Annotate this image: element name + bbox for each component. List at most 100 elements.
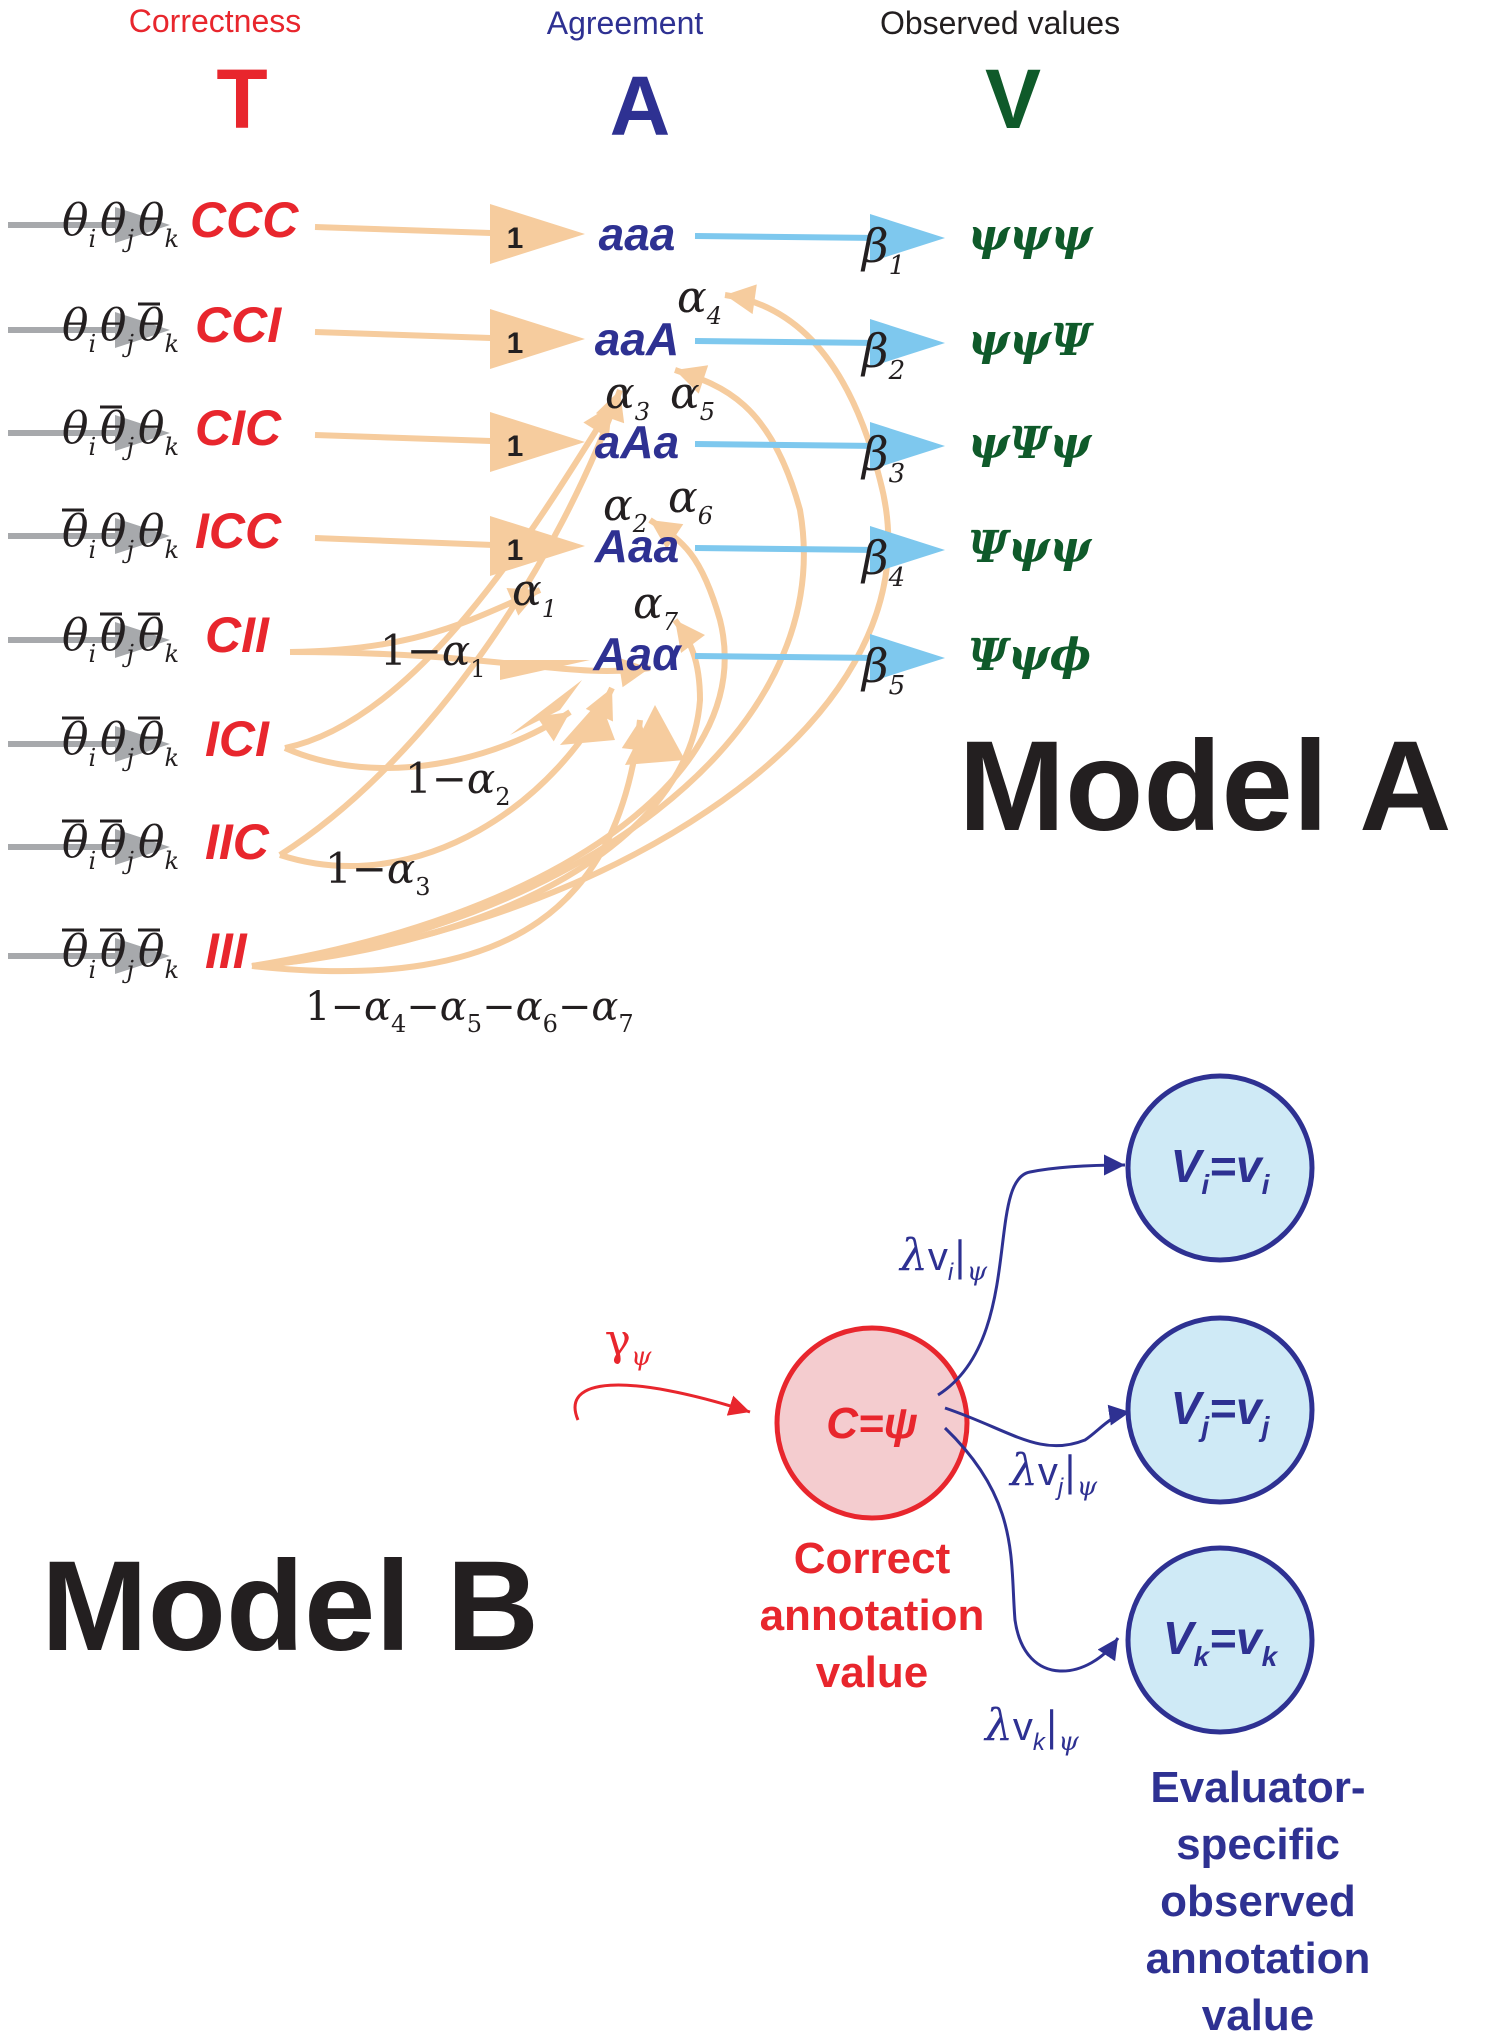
correctness-code: III bbox=[205, 923, 248, 979]
theta-product: θiθjθk bbox=[62, 506, 179, 564]
evaluator-node-i: Vi=vi bbox=[1125, 1073, 1315, 1263]
curve-iii-alpha5 bbox=[251, 365, 807, 969]
agreement-state: aAa bbox=[595, 416, 679, 468]
beta-arrowhead bbox=[870, 319, 945, 367]
direct-arrowhead bbox=[490, 412, 585, 472]
alpha-labels: α1 α2 α3 α4 α5 α6 α7 1−α1 1−α2 1−α3 1−α4−α5−α6−α7 bbox=[305, 272, 722, 1038]
curve-ici-alpha2 bbox=[284, 403, 615, 751]
evaluator-node-circle bbox=[1125, 1073, 1315, 1263]
alpha-connector-curves bbox=[251, 284, 892, 975]
theta-product: θiθjθk bbox=[62, 714, 179, 772]
row-icc: θiθjθk ICC 1 bbox=[8, 503, 585, 576]
direct-arrow bbox=[314, 432, 521, 445]
correctness-code: CIC bbox=[195, 400, 282, 456]
beta-arrow bbox=[694, 545, 881, 553]
one-minus-alpha-3-label: 1−α3 bbox=[325, 844, 431, 901]
evaluator-node-label: Vj=vj bbox=[1171, 1382, 1271, 1442]
direct-arrow bbox=[314, 535, 521, 549]
agreement-state: aaa bbox=[599, 208, 676, 260]
model-a-label: Model A bbox=[959, 715, 1452, 858]
evaluator-caption-line: Evaluator- bbox=[1150, 1763, 1365, 1812]
theta-product: θiθjθk bbox=[62, 300, 179, 358]
evaluator-nodes: Vi=vi Vj=vj Vk=vk bbox=[1125, 1073, 1315, 1735]
evaluator-caption: Evaluator-specific observed annotation valu… bbox=[1146, 1763, 1371, 2040]
observed-state: ψψΨ bbox=[968, 315, 1095, 366]
evaluator-node-circle bbox=[1125, 1545, 1315, 1735]
beta-label: β5 bbox=[860, 639, 905, 701]
agreement-state: aaA bbox=[595, 313, 679, 365]
alpha-5-label: α5 bbox=[670, 368, 715, 426]
observed-column: β1 ψψψ β2 ψψΨ β3 ψΨψ β4 Ψψψ β5 Ψψϕ bbox=[694, 210, 1095, 701]
row-cci: θiθjθk CCI 1 bbox=[8, 297, 585, 369]
observed-state: Ψψψ bbox=[968, 522, 1093, 573]
alpha-4-label: α4 bbox=[677, 272, 722, 330]
evaluator-caption-line: observed bbox=[1160, 1877, 1356, 1926]
beta-label: β3 bbox=[860, 427, 905, 489]
theta-product: θiθjθk bbox=[62, 195, 179, 253]
curve-iic-alpha3 bbox=[278, 389, 625, 858]
one-minus-alpha-1-label: 1−α1 bbox=[380, 626, 486, 683]
theta-product: θiθjθk bbox=[62, 817, 179, 875]
beta-arrow bbox=[694, 338, 881, 346]
correct-caption-line: Correct bbox=[794, 1534, 951, 1583]
beta-arrowhead bbox=[870, 422, 945, 470]
gamma-label: γψ bbox=[605, 1315, 652, 1372]
alpha-2-label: α2 bbox=[603, 480, 648, 538]
lambda-edge-j bbox=[944, 1404, 1131, 1448]
header-t-caption: Correctness bbox=[129, 3, 302, 39]
direct-arrowhead bbox=[490, 516, 585, 576]
gamma-arrow bbox=[573, 1383, 751, 1421]
correct-value-node-label: C=ψ bbox=[826, 1399, 917, 1448]
beta-arrow bbox=[694, 653, 881, 661]
lambda-label-j: λvj|ψ bbox=[1008, 1445, 1098, 1502]
evaluator-caption-line: value bbox=[1202, 1991, 1315, 2040]
probability-one-label: 1 bbox=[507, 327, 524, 360]
theta-arrowhead bbox=[115, 938, 170, 974]
alpha-6-label: α6 bbox=[668, 472, 713, 530]
agreement-state: Aaα bbox=[592, 628, 683, 680]
correct-caption-line: value bbox=[816, 1648, 929, 1697]
evaluator-caption-line: annotation bbox=[1146, 1934, 1371, 1983]
lambda-labels: λvi|ψ λvj|ψ λvk|ψ bbox=[898, 1230, 1098, 1757]
arrowhead-aaalpha-2 bbox=[560, 700, 615, 745]
theta-product: θiθjθk bbox=[62, 926, 179, 984]
correct-value-caption: Correct annotation value bbox=[760, 1534, 985, 1697]
probability-one-label: 1 bbox=[507, 222, 524, 255]
alpha-3-label: α3 bbox=[605, 368, 650, 426]
correctness-code: CCC bbox=[190, 192, 299, 248]
lambda-edge-k bbox=[943, 1426, 1120, 1673]
evaluator-caption-line: specific bbox=[1176, 1820, 1340, 1869]
alpha-7-label: α7 bbox=[633, 578, 679, 636]
curve-iii-remainder bbox=[251, 719, 652, 975]
header-v-letter: V bbox=[985, 52, 1041, 146]
observed-state: ψΨψ bbox=[968, 418, 1093, 469]
correctness-code: CCI bbox=[195, 297, 282, 353]
arrowhead-aaalpha-3 bbox=[625, 705, 685, 765]
model-b-label: Model B bbox=[41, 1535, 539, 1678]
row-iii: θiθjθk III bbox=[8, 923, 248, 984]
theta-product: θiθjθk bbox=[62, 610, 179, 668]
agreement-state: Aaa bbox=[594, 520, 679, 572]
direct-arrow bbox=[314, 329, 521, 342]
evaluator-node-k: Vk=vk bbox=[1125, 1545, 1315, 1735]
beta-arrowhead bbox=[870, 526, 945, 574]
observed-state: Ψψϕ bbox=[968, 630, 1091, 681]
correctness-code: IIC bbox=[205, 814, 270, 870]
beta-arrow bbox=[694, 441, 881, 449]
beta-label: β1 bbox=[860, 219, 905, 281]
curve-iii-alpha7 bbox=[251, 618, 705, 969]
beta-arrow bbox=[694, 233, 881, 241]
row-ccc: θiθjθk CCC 1 bbox=[8, 192, 585, 264]
theta-arrowhead bbox=[115, 312, 170, 348]
header-a-caption: Agreement bbox=[547, 5, 704, 41]
evaluator-node-circle bbox=[1125, 1315, 1315, 1505]
beta-arrowhead bbox=[870, 214, 945, 262]
arrowhead-aaalpha-4 bbox=[500, 660, 590, 680]
one-minus-alpha-2-label: 1−α2 bbox=[405, 754, 511, 811]
direct-arrowhead bbox=[490, 204, 585, 264]
header-a-letter: A bbox=[610, 59, 671, 153]
header-t-letter: T bbox=[216, 52, 267, 146]
lambda-label-k: λvk|ψ bbox=[983, 1700, 1079, 1757]
